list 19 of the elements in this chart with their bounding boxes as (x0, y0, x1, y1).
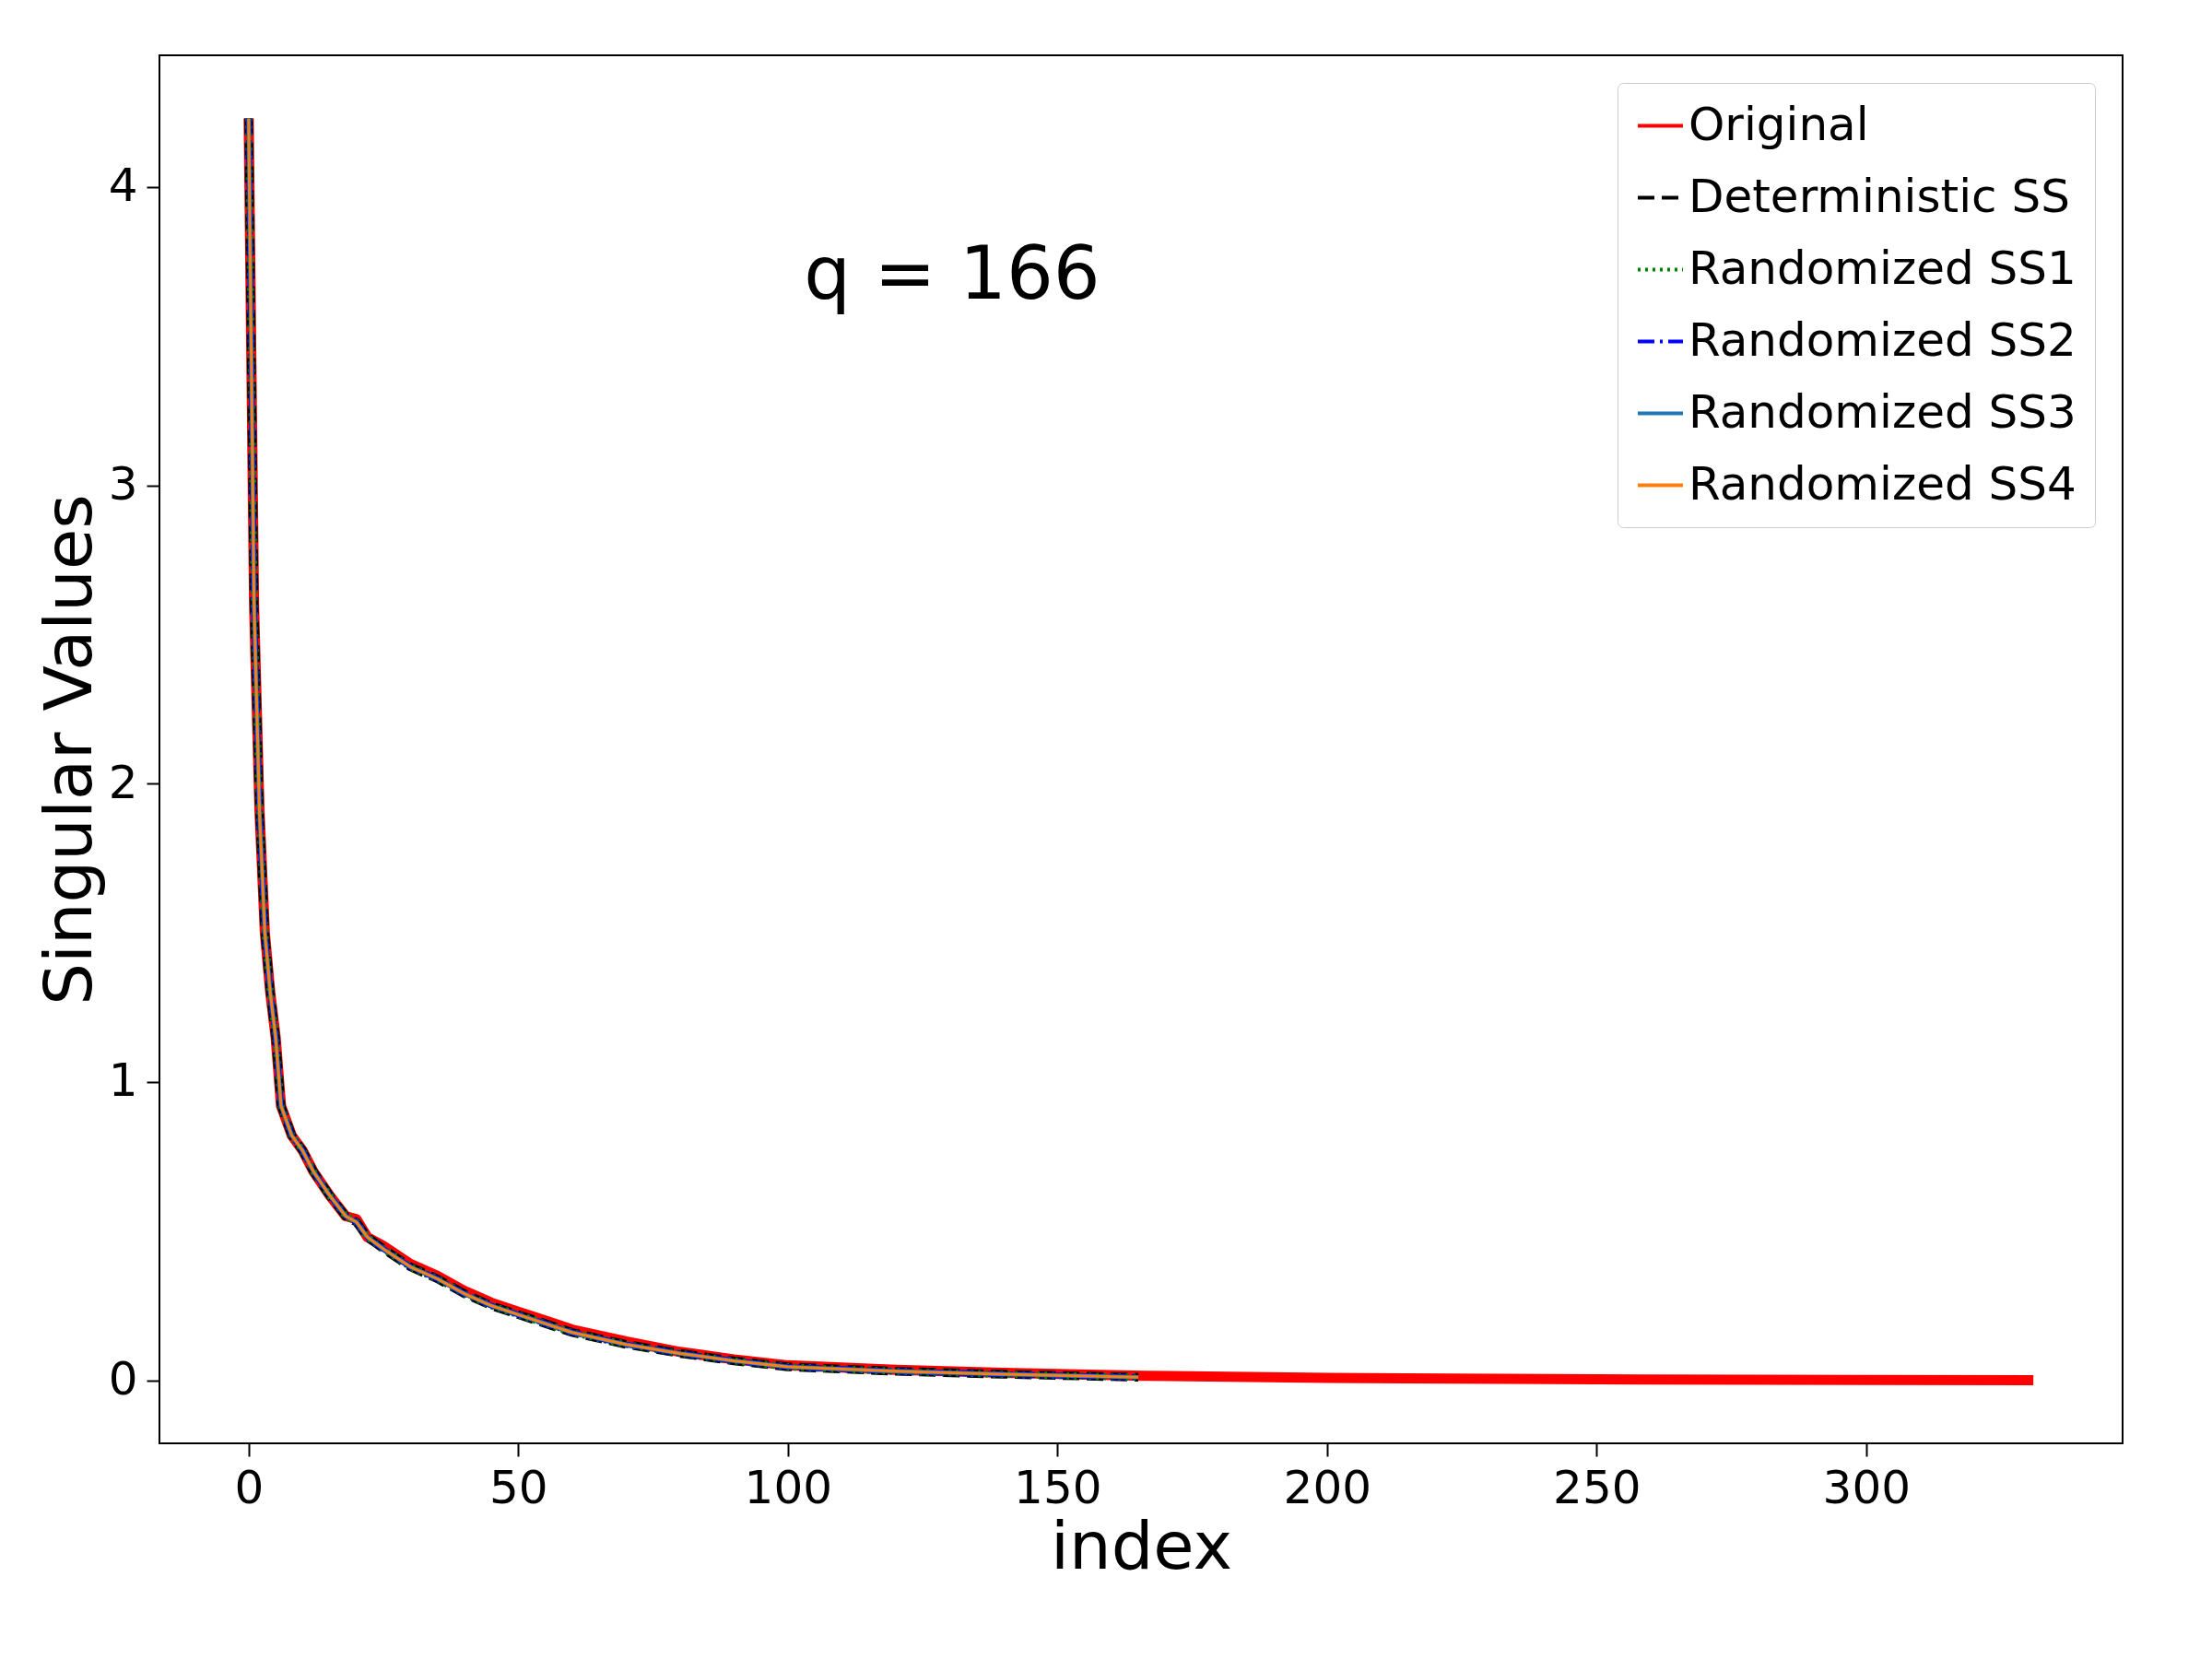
legend-label: Deterministic SS (1688, 169, 2070, 223)
legend-label: Randomized SS2 (1688, 312, 2077, 367)
x-tick-label: 200 (1283, 1460, 1372, 1514)
y-tick-label: 2 (108, 755, 138, 809)
y-tick-label: 0 (108, 1352, 138, 1406)
y-tick-label: 4 (108, 159, 138, 213)
y-tick-label: 1 (108, 1053, 138, 1108)
x-tick-label: 300 (1822, 1460, 1912, 1514)
x-tick-label: 0 (234, 1460, 265, 1514)
x-tick-label: 250 (1553, 1460, 1641, 1514)
y-axis-title: Singular Values (29, 494, 107, 1006)
legend-label: Randomized SS3 (1688, 384, 2077, 439)
legend-label: Randomized SS4 (1688, 456, 2077, 511)
annotation: q = 166 (804, 230, 1100, 316)
x-tick-label: 100 (744, 1460, 833, 1514)
legend-label: Original (1688, 97, 1869, 151)
legend-label: Randomized SS1 (1688, 241, 2077, 295)
x-tick-label: 50 (489, 1460, 548, 1514)
y-tick-label: 3 (108, 457, 138, 512)
